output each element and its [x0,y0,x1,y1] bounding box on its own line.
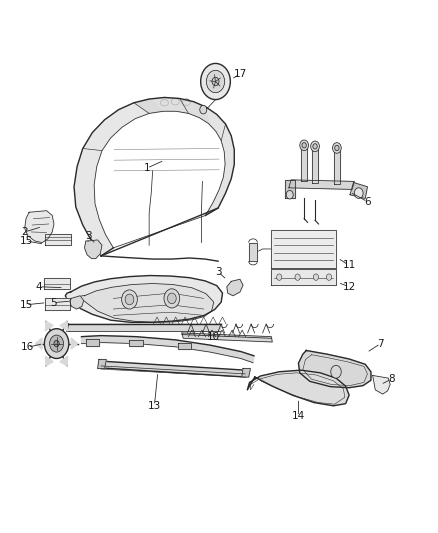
Text: 11: 11 [343,261,356,270]
Circle shape [313,274,318,280]
Text: 13: 13 [148,401,161,411]
Polygon shape [350,182,367,198]
Polygon shape [130,340,143,346]
Circle shape [277,274,282,280]
Circle shape [200,106,207,114]
Polygon shape [177,343,191,350]
Text: 6: 6 [364,197,371,207]
Text: 2: 2 [21,227,28,237]
Circle shape [286,190,293,199]
Text: 14: 14 [292,411,305,422]
Polygon shape [80,284,214,322]
Polygon shape [71,338,78,349]
Polygon shape [70,296,84,309]
Text: 16: 16 [21,342,35,352]
Polygon shape [194,102,234,215]
Polygon shape [86,340,99,346]
Text: 3: 3 [85,231,92,241]
Polygon shape [373,375,390,394]
Polygon shape [98,360,106,368]
Circle shape [201,63,230,100]
Circle shape [311,141,319,152]
Circle shape [167,293,176,304]
Text: 17: 17 [233,69,247,79]
Polygon shape [81,336,254,363]
Text: 15: 15 [19,236,33,246]
Polygon shape [35,338,42,349]
Polygon shape [45,298,70,310]
Text: 5: 5 [50,297,57,308]
Polygon shape [301,147,307,181]
Polygon shape [286,180,295,198]
Polygon shape [289,180,354,189]
Polygon shape [74,99,163,256]
Polygon shape [298,351,371,387]
Polygon shape [46,321,53,331]
Polygon shape [46,356,53,366]
Polygon shape [45,233,71,245]
Circle shape [212,77,219,86]
Circle shape [300,140,308,151]
Text: 4: 4 [36,282,42,292]
Polygon shape [60,321,68,331]
Circle shape [295,274,300,280]
Polygon shape [242,368,251,377]
Text: 8: 8 [388,374,395,384]
Polygon shape [182,333,272,342]
Circle shape [125,294,134,305]
Text: 10: 10 [207,332,220,342]
Polygon shape [227,279,243,296]
Circle shape [49,335,64,352]
Circle shape [302,143,306,148]
Circle shape [354,188,363,198]
Polygon shape [25,211,54,243]
Polygon shape [334,150,340,184]
Circle shape [206,70,225,93]
Polygon shape [271,230,336,268]
Text: 12: 12 [343,282,356,292]
Circle shape [335,146,339,151]
Text: 3: 3 [215,267,222,277]
Circle shape [326,274,332,280]
Circle shape [122,290,138,309]
Polygon shape [101,361,246,377]
Polygon shape [312,148,318,182]
Circle shape [313,144,317,149]
Polygon shape [67,324,221,332]
Polygon shape [249,243,258,261]
Text: 15: 15 [19,300,33,310]
Text: 1: 1 [144,163,150,173]
Circle shape [44,329,69,359]
Polygon shape [134,98,208,124]
Circle shape [331,366,341,378]
Polygon shape [44,278,70,289]
Circle shape [54,341,59,347]
Polygon shape [60,356,68,366]
Polygon shape [85,240,102,259]
Polygon shape [65,276,223,322]
Circle shape [332,143,341,154]
Circle shape [164,289,180,308]
Text: 7: 7 [377,338,384,349]
Polygon shape [271,269,336,285]
Polygon shape [247,370,349,406]
